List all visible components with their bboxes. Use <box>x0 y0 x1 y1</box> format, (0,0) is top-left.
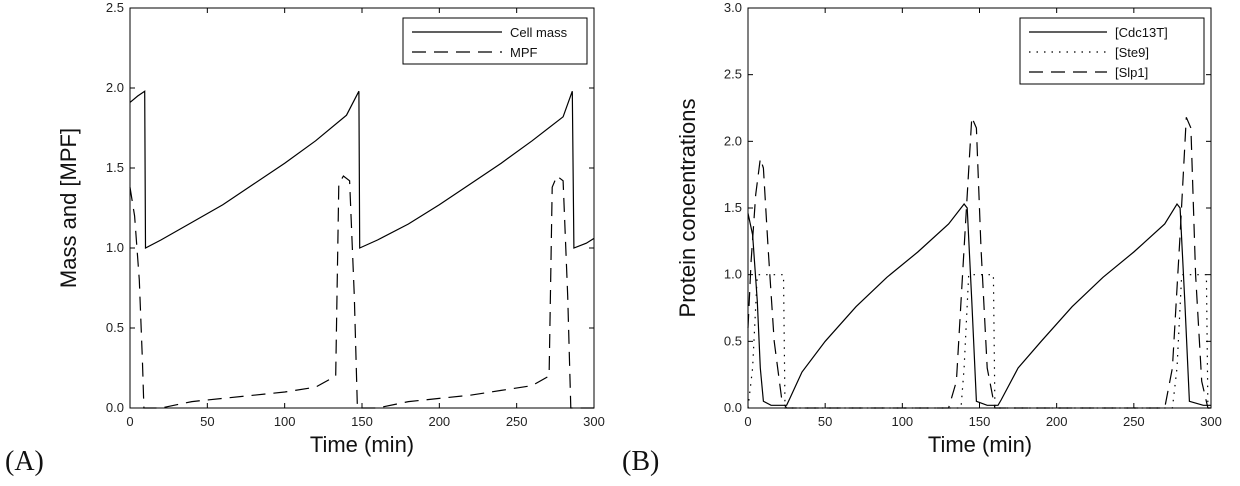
y-tick-label-b: 1.5 <box>724 200 742 215</box>
panel-label-b: (B) <box>622 446 659 477</box>
x-axis-label-b: Time (min) <box>928 432 1032 457</box>
legend-box-b <box>1019 17 1205 85</box>
legend-b: [Cdc13T] [Ste9] [Slp1] <box>1019 17 1205 85</box>
legend-label-cdc13t: [Cdc13T] <box>1115 25 1168 40</box>
y-tick-label-a: 0.5 <box>106 320 124 335</box>
y-tick-label-a: 0.0 <box>106 400 124 415</box>
legend-label-cell-mass: Cell mass <box>510 25 568 40</box>
x-tick-label-b: 100 <box>891 414 913 429</box>
y-tick-label-b: 3.0 <box>724 0 742 15</box>
series-line-mpf <box>129 175 594 409</box>
legend-a: Cell mass MPF <box>402 17 588 65</box>
panel-a: 0 50 100 150 200 250 300 0.0 0.5 1.0 1.5 2.0 2.5 Tim… <box>5 0 605 477</box>
series-line-cell-mass <box>129 90 595 249</box>
x-tick-label-a: 150 <box>351 414 373 429</box>
y-tick-label-b: 1.0 <box>724 267 742 282</box>
x-tick-label-a: 200 <box>428 414 450 429</box>
plot-lines-b <box>747 117 1211 409</box>
panel-b: 0 50 100 150 200 250 3000.00.51.01.52.02.53.0 … <box>622 0 1222 477</box>
x-tick-label-b: 150 <box>969 414 991 429</box>
x-tick-label-a: 250 <box>506 414 528 429</box>
plot-frame-a <box>129 7 595 409</box>
series-line-cdc13t <box>747 202 1211 406</box>
x-tick-label-b: 200 <box>1046 414 1068 429</box>
x-tick-label-a: 0 <box>126 414 133 429</box>
axis-ticks-a: 0 50 100 150 200 250 300 0.0 0.5 1.0 1.5 2.0 2.5 <box>106 0 605 429</box>
y-tick-label-b: 2.5 <box>724 67 742 82</box>
x-axis-label-a: Time (min) <box>310 432 414 457</box>
axis-ticks-b: 0 50 100 150 200 250 300 0.0 0.5 1.0 1.5 2.0 2.5 3.0 <box>724 0 1222 429</box>
y-tick-label-b: 0.0 <box>724 400 742 415</box>
y-tick-label-a: 2.0 <box>106 80 124 95</box>
legend-label-slp1: [Slp1] <box>1115 65 1148 80</box>
plot-lines-a <box>129 90 595 409</box>
x-tick-label-a: 100 <box>274 414 296 429</box>
y-axis-label-a: Mass and [MPF] <box>56 128 81 288</box>
y-tick-label-b: 0.5 <box>724 333 742 348</box>
series-line-ste9 <box>747 274 1211 409</box>
x-tick-label-b: 250 <box>1123 414 1145 429</box>
y-tick-label-a: 1.0 <box>106 240 124 255</box>
x-tick-label-a: 300 <box>583 414 605 429</box>
y-tick-label-a: 2.5 <box>106 0 124 15</box>
y-tick-label-a: 1.5 <box>106 160 124 175</box>
legend-label-mpf: MPF <box>510 45 538 60</box>
y-axis-label-b: Protein concentrations <box>675 99 700 318</box>
x-tick-label-b: 300 <box>1200 414 1222 429</box>
x-tick-label-a: 50 <box>200 414 214 429</box>
legend-box-a <box>402 17 588 65</box>
y-tick-label-b: 2.0 <box>724 133 742 148</box>
panel-label-a: (A) <box>5 446 44 477</box>
x-tick-label-b: 50 <box>818 414 832 429</box>
legend-label-ste9: [Ste9] <box>1115 45 1149 60</box>
x-tick-label-b: 0 <box>744 414 751 429</box>
series-line-slp1 <box>747 117 1211 409</box>
